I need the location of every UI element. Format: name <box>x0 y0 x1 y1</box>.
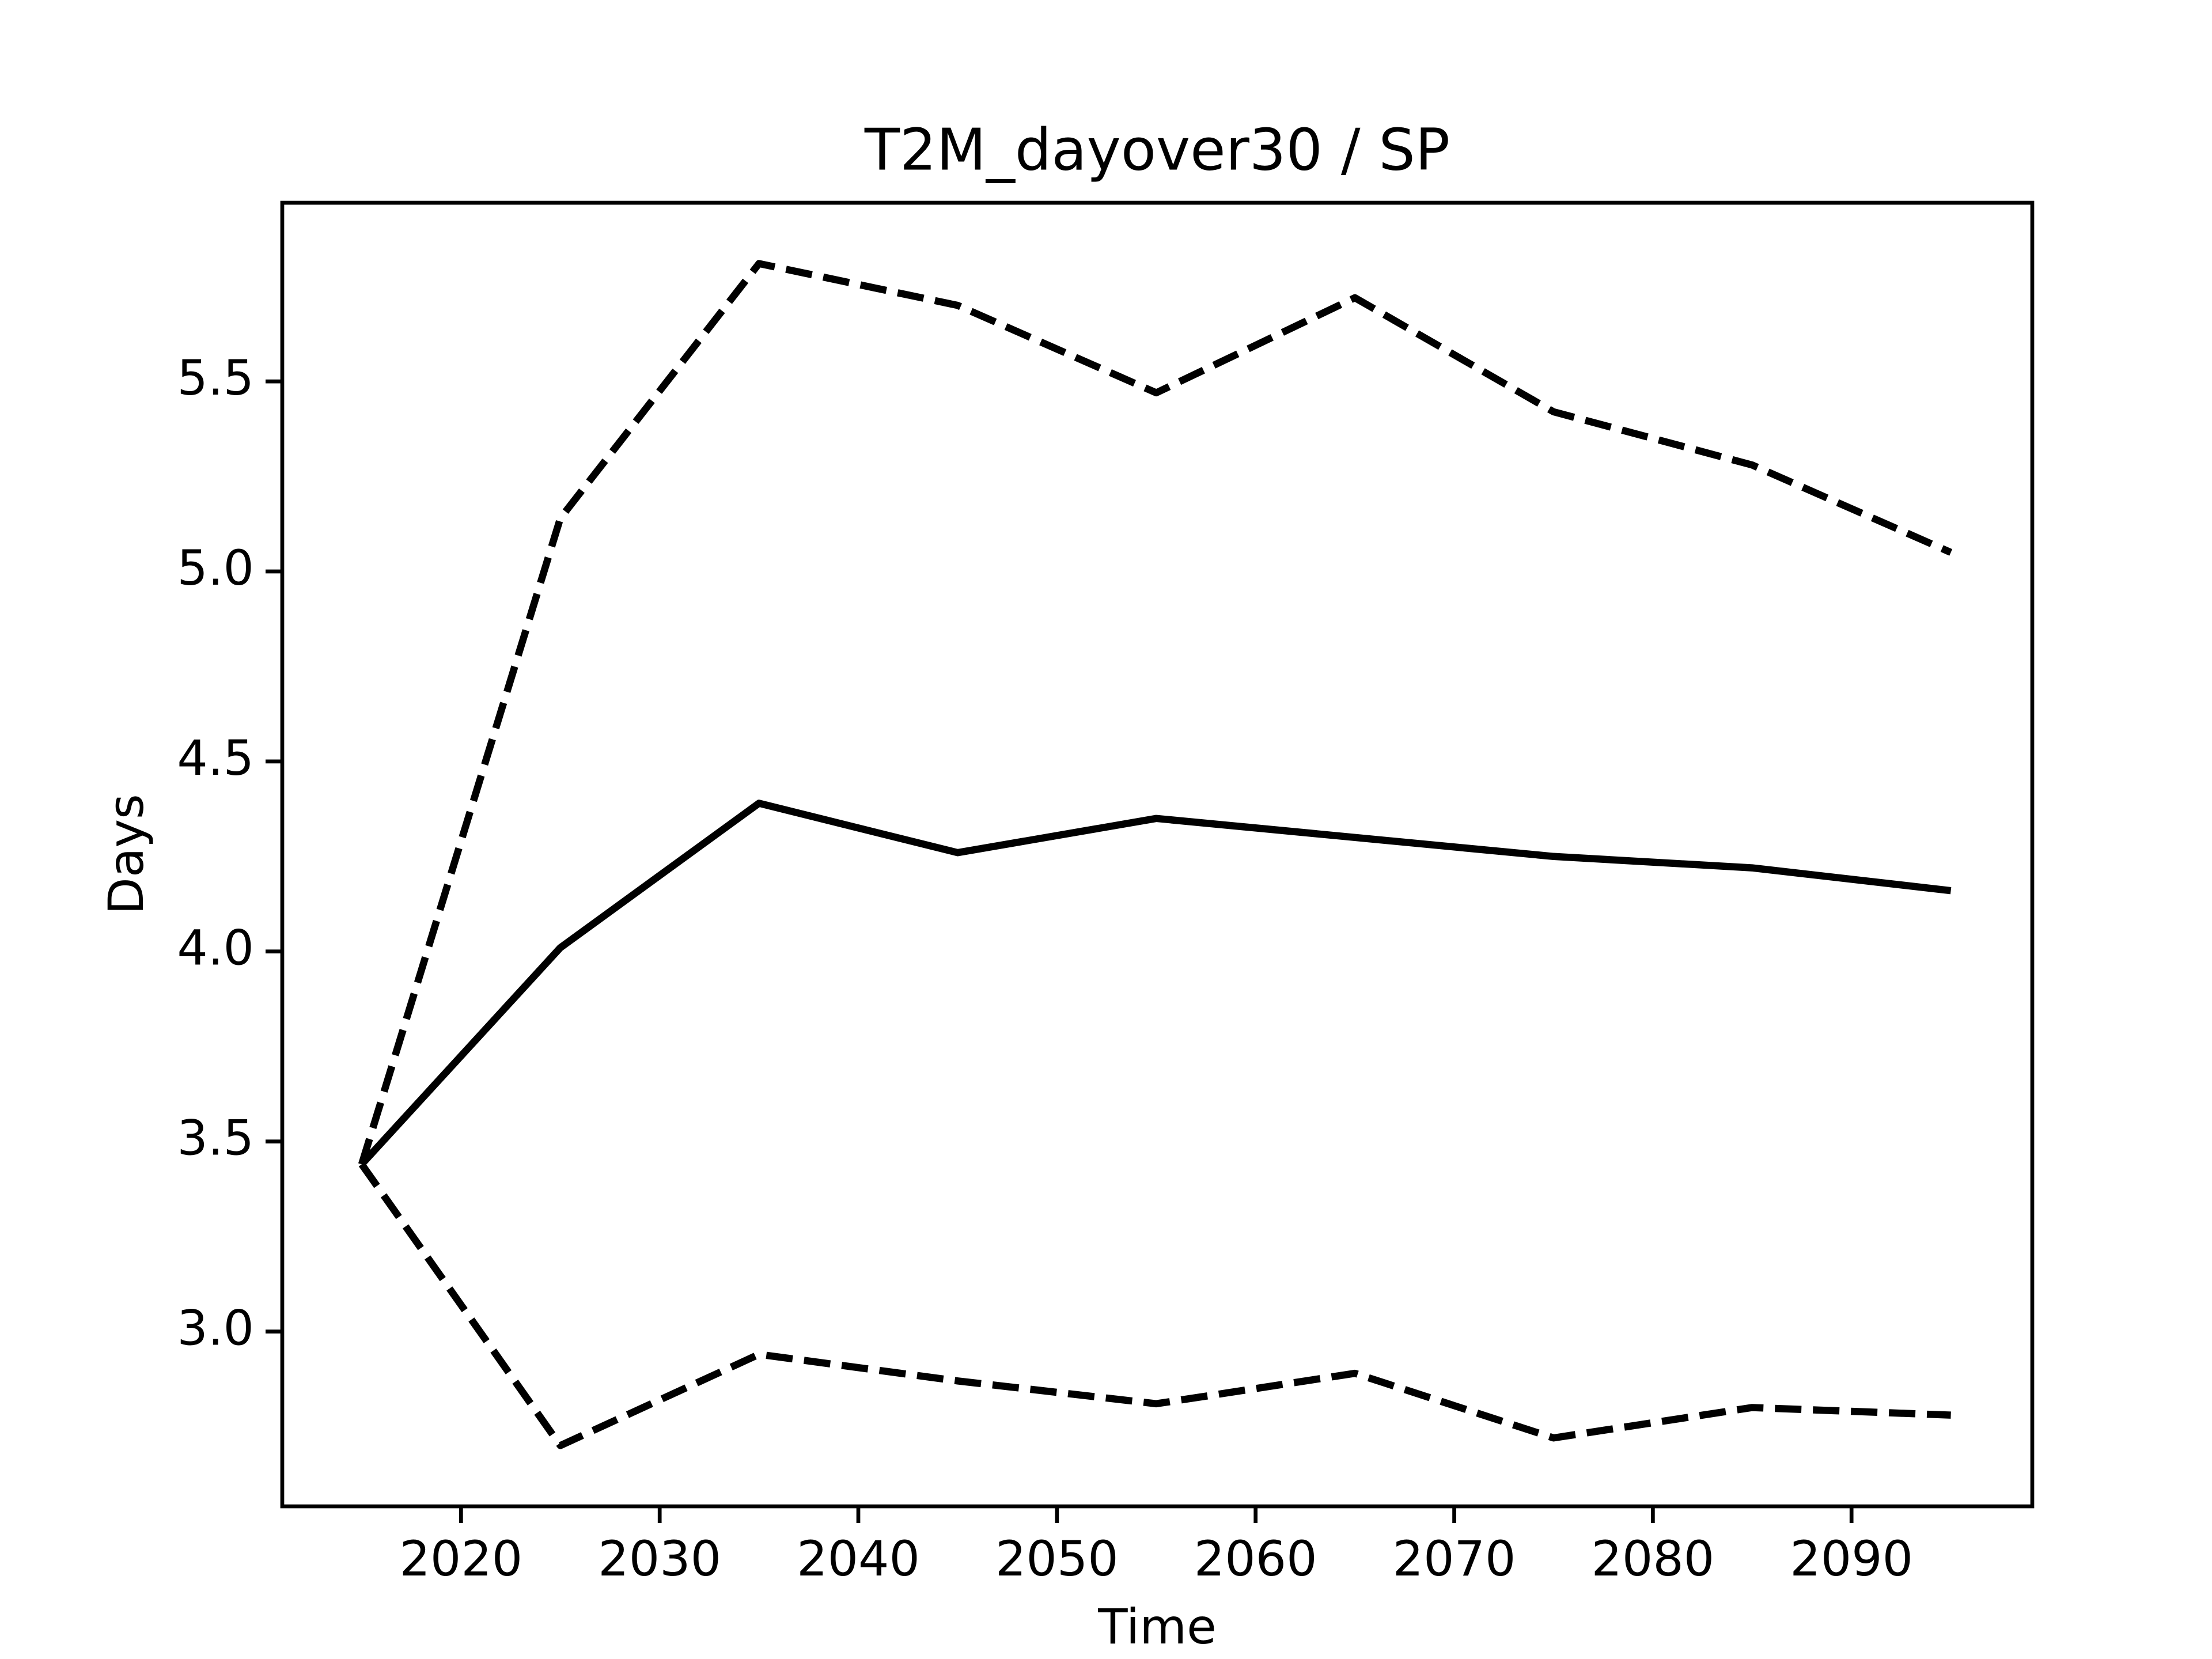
y-tick-label: 3.5 <box>177 1110 254 1166</box>
x-tick-label: 2030 <box>598 1531 721 1587</box>
x-tick-label: 2080 <box>1591 1531 1714 1587</box>
x-tick-label: 2060 <box>1194 1531 1317 1587</box>
y-axis-label: Days <box>98 794 154 915</box>
x-tick-label: 2070 <box>1393 1531 1516 1587</box>
y-tick-label: 5.0 <box>177 540 254 596</box>
series-line <box>358 260 1953 1166</box>
y-tick-label: 3.0 <box>177 1300 254 1356</box>
x-axis-label: Time <box>1097 1599 1217 1655</box>
y-tick-label: 5.5 <box>177 350 254 406</box>
chart-title: T2M_dayover30 / SP <box>864 116 1450 183</box>
y-tick-label: 4.5 <box>177 730 254 786</box>
x-tick-label: 2090 <box>1790 1531 1913 1587</box>
x-tick-label: 2020 <box>399 1531 522 1587</box>
series-line <box>358 1162 1951 1449</box>
x-tick-label: 2040 <box>797 1531 920 1587</box>
x-tick-label: 2050 <box>995 1531 1119 1587</box>
y-tick-label: 4.0 <box>177 920 254 976</box>
plot-frame <box>280 200 2035 1509</box>
series-line <box>359 800 1952 1167</box>
